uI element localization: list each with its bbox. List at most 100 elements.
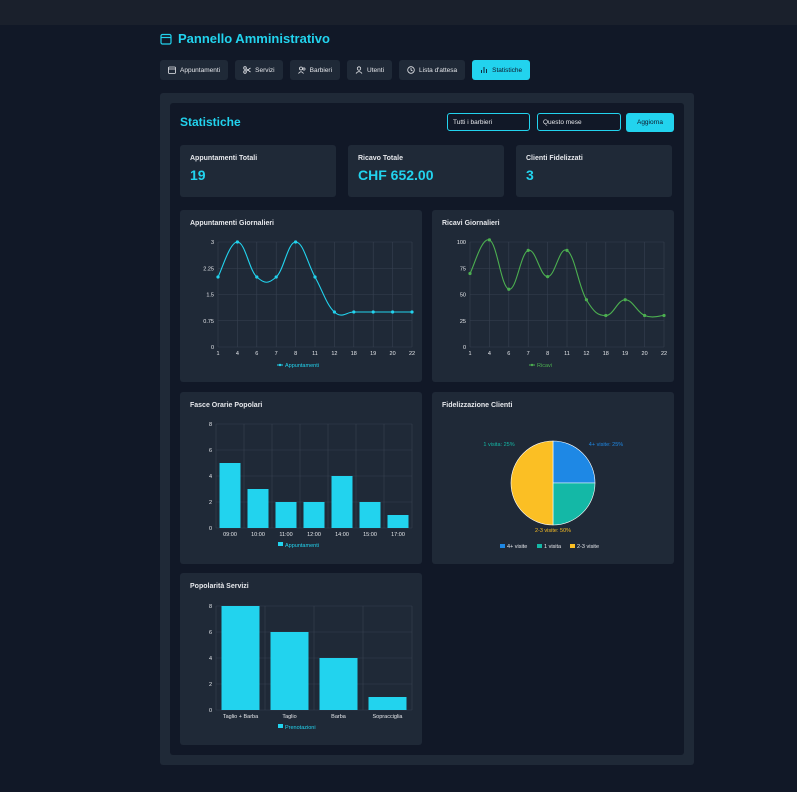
pie-slice bbox=[552, 482, 596, 526]
statistics-content: Statistiche Tutti i barbieri Questo mese… bbox=[170, 103, 684, 755]
slice-label: 4+ visite: 25% bbox=[589, 442, 624, 448]
x-tick-label: 10:00 bbox=[251, 532, 265, 538]
y-tick-label: 0 bbox=[209, 708, 212, 714]
legend-swatch bbox=[537, 544, 542, 548]
chart-card-daily-revenue: Ricavi Giornalieri 0 25 50 75 100 1 4 6 7 8 11 12 18… bbox=[432, 210, 674, 382]
x-tick-label: 14:00 bbox=[335, 532, 349, 538]
x-tick-label: 19 bbox=[622, 351, 628, 357]
bar bbox=[331, 476, 353, 528]
data-point bbox=[352, 310, 356, 314]
data-point bbox=[604, 313, 608, 318]
y-tick-label: 0 bbox=[463, 345, 466, 351]
x-tick-label: 12 bbox=[331, 351, 337, 357]
y-tick-label: 0 bbox=[211, 345, 214, 351]
x-tick-label: 22 bbox=[661, 351, 667, 357]
data-point bbox=[294, 240, 298, 244]
calendar-icon bbox=[168, 66, 176, 74]
legend-swatch bbox=[500, 544, 505, 548]
daily-appointments-chart: 0 0.75 1.5 2.25 3 1 4 6 7 8 11 12 18 19 20 22 Appuntamen… bbox=[203, 240, 415, 369]
y-tick-label: 4 bbox=[209, 474, 212, 480]
chart-card-service-popularity: Popolarità Servizi 0 2 4 6 8 Taglio + Barba Ta… bbox=[180, 573, 422, 745]
page-header: Pannello Amministrativo bbox=[160, 31, 330, 46]
y-tick-label: 50 bbox=[460, 293, 466, 299]
legend-label: Prenotazioni bbox=[285, 725, 316, 731]
legend-swatch bbox=[530, 363, 534, 367]
data-point bbox=[507, 287, 511, 291]
period-select[interactable]: Questo mese bbox=[537, 113, 621, 131]
y-tick-label: 1.5 bbox=[206, 293, 214, 299]
update-button[interactable]: Aggiorna bbox=[626, 113, 674, 132]
tab-servizi[interactable]: Servizi bbox=[235, 60, 283, 80]
data-point bbox=[468, 271, 472, 276]
tab-utenti[interactable]: Utenti bbox=[347, 60, 393, 80]
x-tick-label: 8 bbox=[294, 351, 297, 357]
x-tick-label: 09:00 bbox=[223, 532, 237, 538]
page-title: Pannello Amministrativo bbox=[178, 31, 330, 46]
data-point bbox=[643, 313, 647, 318]
stat-value: 3 bbox=[526, 167, 534, 183]
stat-label: Ricavo Totale bbox=[358, 155, 403, 162]
bar bbox=[359, 502, 381, 528]
tab-label: Servizi bbox=[255, 66, 275, 74]
tab-label: Appuntamenti bbox=[180, 66, 221, 74]
x-tick-label: 18 bbox=[351, 351, 357, 357]
x-tick-label: 19 bbox=[370, 351, 376, 357]
x-tick-label: 20 bbox=[390, 351, 396, 357]
chart-title: Popolarità Servizi bbox=[190, 583, 249, 590]
users-icon bbox=[297, 66, 306, 74]
data-point bbox=[526, 248, 530, 252]
tab-appuntamenti[interactable]: Appuntamenti bbox=[160, 60, 229, 80]
x-tick-label: Taglio bbox=[282, 714, 296, 720]
x-tick-label: 11:00 bbox=[279, 532, 292, 538]
legend-swatch bbox=[278, 724, 283, 728]
chart-card-daily-appointments: Appuntamenti Giornalieri 0 0.75 1.5 2.25 3 1 4… bbox=[180, 210, 422, 382]
tab-lista-attesa[interactable]: Lista d'attesa bbox=[399, 60, 466, 80]
calendar-icon bbox=[160, 33, 172, 45]
chart-title: Fidelizzazione Clienti bbox=[442, 402, 513, 409]
x-tick-label: 4 bbox=[488, 351, 491, 357]
tab-label: Statistiche bbox=[492, 66, 523, 74]
data-point bbox=[546, 275, 550, 279]
legend-swatch bbox=[278, 542, 283, 546]
bar bbox=[387, 515, 409, 528]
y-tick-label: 3 bbox=[211, 240, 214, 246]
x-tick-label: 22 bbox=[409, 351, 415, 357]
y-tick-label: 6 bbox=[209, 630, 212, 636]
slice-label: 1 visita: 25% bbox=[483, 442, 514, 448]
bar bbox=[275, 502, 297, 528]
stat-value: CHF 652.00 bbox=[358, 167, 434, 183]
legend-label: 2-3 visite bbox=[577, 544, 599, 550]
tab-label: Barbieri bbox=[309, 66, 333, 74]
x-tick-label: 15:00 bbox=[363, 532, 377, 538]
daily-revenue-chart: 0 25 50 75 100 1 4 6 7 8 11 12 18 19 20 22 Ricavi bbox=[457, 238, 667, 369]
data-point bbox=[332, 310, 336, 314]
tab-barbieri[interactable]: Barbieri bbox=[289, 60, 341, 80]
chart-card-client-loyalty: Fidelizzazione Clienti 4+ visite: 25% 1 v… bbox=[432, 392, 674, 564]
statistics-panel: Statistiche Tutti i barbieri Questo mese… bbox=[160, 93, 694, 765]
x-tick-label: 6 bbox=[507, 351, 510, 357]
legend-swatch bbox=[278, 363, 282, 367]
y-tick-label: 8 bbox=[209, 604, 212, 610]
x-tick-label: 12:00 bbox=[307, 532, 321, 538]
y-tick-label: 2 bbox=[209, 682, 212, 688]
bar bbox=[270, 632, 309, 710]
x-tick-label: 12 bbox=[583, 351, 589, 357]
legend-label: 1 visita bbox=[544, 544, 562, 550]
browser-top-bar bbox=[0, 0, 797, 25]
data-point bbox=[274, 275, 278, 279]
x-tick-label: 7 bbox=[275, 351, 278, 357]
pie-slice bbox=[510, 440, 554, 526]
data-point bbox=[235, 240, 239, 244]
y-tick-label: 6 bbox=[209, 448, 212, 454]
legend-label: Appuntamenti bbox=[285, 363, 319, 369]
chart-title: Appuntamenti Giornalieri bbox=[190, 220, 275, 227]
user-icon bbox=[355, 66, 363, 74]
barber-select[interactable]: Tutti i barbieri bbox=[447, 113, 530, 131]
tab-statistiche[interactable]: Statistiche bbox=[472, 60, 531, 80]
y-tick-label: 2.25 bbox=[203, 266, 214, 272]
stat-card-revenue: Ricavo Totale CHF 652.00 bbox=[348, 145, 504, 197]
stat-label: Clienti Fidelizzati bbox=[526, 155, 583, 162]
data-point bbox=[255, 275, 259, 279]
section-title: Statistiche bbox=[180, 115, 241, 129]
data-point bbox=[662, 313, 666, 318]
